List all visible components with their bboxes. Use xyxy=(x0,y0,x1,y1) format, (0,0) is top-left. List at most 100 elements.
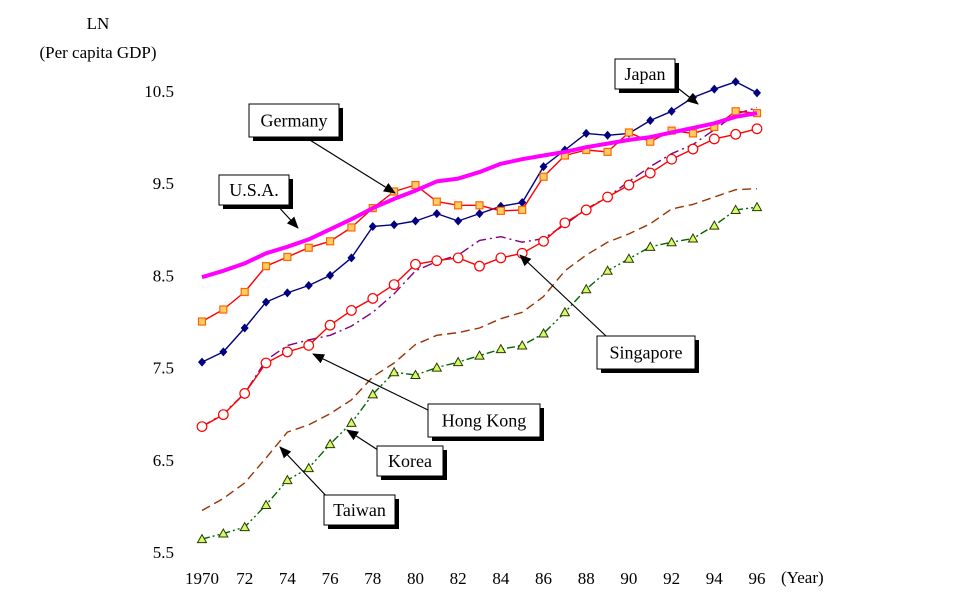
series-hongkong xyxy=(196,123,763,433)
y-tick-label: 8.5 xyxy=(153,266,174,285)
callout-label-singapore: Singapore xyxy=(610,343,683,363)
data-point-germany xyxy=(432,197,441,206)
data-point-taiwan xyxy=(559,306,571,317)
data-point-germany xyxy=(518,205,527,215)
x-tick-label: 80 xyxy=(407,569,424,588)
data-point-taiwan xyxy=(751,201,763,212)
data-point-germany xyxy=(325,237,335,246)
data-point-japan xyxy=(240,323,249,333)
data-point-hongkong xyxy=(346,305,357,316)
x-tick-label: 88 xyxy=(578,569,595,588)
data-point-hongkong xyxy=(644,167,656,179)
data-point-taiwan xyxy=(495,343,507,354)
callout-box-korea xyxy=(376,445,444,477)
data-point-japan xyxy=(390,220,399,230)
data-point-germany xyxy=(539,172,548,181)
data-point-germany xyxy=(624,128,634,137)
data-point-hongkong xyxy=(538,235,549,247)
x-tick-label: 92 xyxy=(663,569,680,588)
data-point-taiwan xyxy=(388,366,400,377)
data-point-japan xyxy=(667,106,676,116)
data-point-germany xyxy=(304,243,313,252)
data-point-germany xyxy=(731,107,740,116)
x-tick-label: 74 xyxy=(279,569,297,588)
data-point-taiwan xyxy=(708,220,720,230)
data-point-hongkong xyxy=(623,179,635,191)
data-point-taiwan xyxy=(474,350,485,360)
data-point-taiwan xyxy=(687,233,699,243)
callout-singapore: Singapore xyxy=(519,254,699,373)
y-tick-labels: 5.5 6.5 7.5 8.5 9.5 10.5 xyxy=(144,82,174,562)
callout-arrow-taiwan xyxy=(279,446,331,501)
data-point-japan xyxy=(347,253,356,263)
callout-label-japan: Japan xyxy=(625,64,666,84)
data-point-hongkong xyxy=(196,421,208,433)
data-point-hongkong xyxy=(431,255,443,267)
series-layer xyxy=(196,77,763,544)
callout-box-usa xyxy=(218,174,290,206)
x-tick-label: 78 xyxy=(364,569,381,588)
data-point-japan xyxy=(646,116,655,126)
data-point-hongkong xyxy=(559,217,571,229)
callout-label-korea: Korea xyxy=(388,451,432,471)
series-line-singapore xyxy=(201,106,758,428)
series-line-korea xyxy=(201,188,758,512)
y-axis-title-line2: (Per capita GDP) xyxy=(39,43,156,62)
data-point-japan xyxy=(326,270,335,280)
data-point-taiwan xyxy=(367,388,379,399)
data-point-japan xyxy=(432,209,441,219)
data-point-taiwan xyxy=(730,204,742,214)
data-point-germany xyxy=(603,147,612,156)
data-point-taiwan xyxy=(303,462,315,473)
data-point-taiwan xyxy=(346,417,357,427)
data-point-hongkong xyxy=(666,153,678,165)
data-point-taiwan xyxy=(666,236,677,247)
data-point-japan xyxy=(454,216,463,226)
callout-korea: Korea xyxy=(346,429,447,480)
data-point-hongkong xyxy=(388,279,400,291)
x-axis-title: (Year) xyxy=(781,568,824,587)
data-point-japan xyxy=(198,357,206,367)
data-point-taiwan xyxy=(538,327,549,338)
y-axis-title-line1: LN xyxy=(87,14,110,33)
data-point-taiwan xyxy=(410,369,421,379)
x-tick-label: 96 xyxy=(749,569,766,588)
data-point-taiwan xyxy=(196,533,208,544)
x-tick-labels: 1970 72 74 76 78 80 82 84 86 88 90 92 94 96 xyxy=(185,569,766,588)
callout-arrow-singapore xyxy=(519,254,607,337)
data-point-japan xyxy=(582,128,591,138)
data-point-germany xyxy=(219,305,228,314)
data-point-taiwan xyxy=(580,283,592,294)
data-point-hongkong xyxy=(687,143,699,155)
data-point-hongkong xyxy=(452,252,464,264)
callout-germany: Germany xyxy=(248,103,396,194)
callout-usa: U.S.A. xyxy=(218,174,299,229)
data-point-hongkong xyxy=(474,260,485,272)
data-point-hongkong xyxy=(580,204,592,216)
data-point-japan xyxy=(539,162,548,172)
callout-label-hongkong: Hong Kong xyxy=(442,411,527,431)
data-point-hongkong xyxy=(708,133,720,145)
series-usa xyxy=(201,111,758,280)
data-point-hongkong xyxy=(730,128,742,140)
callout-box-japan xyxy=(614,58,676,90)
x-tick-label: 1970 xyxy=(185,569,219,588)
callout-japan: Japan xyxy=(614,58,699,105)
data-point-japan xyxy=(262,297,271,307)
data-point-hongkong xyxy=(281,346,293,358)
series-line-usa xyxy=(201,111,758,280)
data-point-japan xyxy=(219,347,228,357)
data-point-japan xyxy=(753,88,761,98)
x-tick-label: 86 xyxy=(535,569,552,588)
series-taiwan xyxy=(196,201,763,544)
data-point-japan xyxy=(475,209,484,219)
data-point-germany xyxy=(240,287,249,297)
data-point-germany xyxy=(261,262,271,271)
x-tick-label: 76 xyxy=(322,569,339,588)
data-point-taiwan xyxy=(217,528,229,538)
callout-arrow-germany xyxy=(304,136,396,194)
data-point-japan xyxy=(518,198,527,208)
callout-hongkong: Hong Kong xyxy=(312,353,544,441)
callout-label-taiwan: Taiwan xyxy=(333,500,386,520)
